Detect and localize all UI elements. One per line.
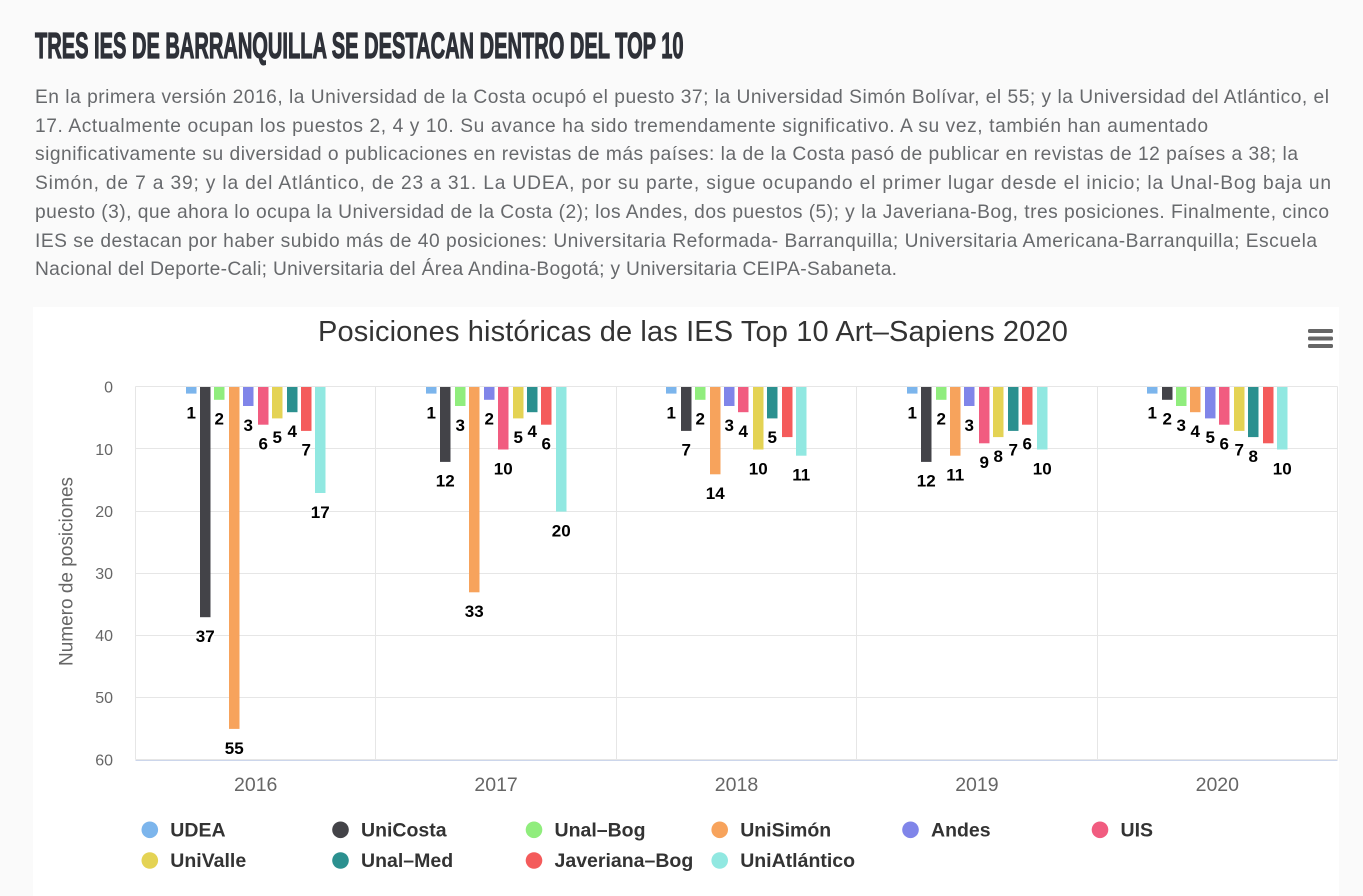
svg-text:6: 6 [258, 435, 267, 454]
svg-text:55: 55 [225, 739, 244, 758]
svg-text:10: 10 [1033, 459, 1052, 478]
svg-text:1: 1 [907, 403, 916, 422]
svg-text:2: 2 [695, 410, 704, 429]
svg-text:1: 1 [426, 403, 435, 422]
svg-text:UniValle: UniValle [170, 850, 246, 872]
svg-text:7: 7 [301, 441, 310, 460]
svg-text:1: 1 [666, 403, 675, 422]
svg-text:5: 5 [513, 428, 522, 447]
svg-text:6: 6 [541, 435, 550, 454]
svg-text:2020: 2020 [1196, 774, 1240, 796]
svg-text:14: 14 [706, 484, 725, 503]
svg-text:3: 3 [964, 416, 973, 435]
svg-text:20: 20 [95, 504, 113, 521]
svg-text:4: 4 [738, 422, 748, 441]
svg-text:7: 7 [1008, 441, 1017, 460]
svg-text:8: 8 [993, 447, 1002, 466]
svg-text:3: 3 [243, 416, 252, 435]
svg-text:Unal–Bog: Unal–Bog [555, 820, 646, 842]
svg-text:3: 3 [724, 416, 733, 435]
svg-text:4: 4 [1190, 422, 1200, 441]
svg-text:Posiciones históricas de las I: Posiciones históricas de las IES Top 10 … [318, 316, 1068, 348]
svg-text:10: 10 [1273, 459, 1292, 478]
svg-text:2018: 2018 [715, 774, 758, 796]
svg-text:6: 6 [1022, 435, 1031, 454]
svg-text:9: 9 [979, 453, 988, 472]
svg-text:UniCosta: UniCosta [361, 820, 447, 842]
svg-text:2017: 2017 [474, 774, 517, 796]
svg-text:Javeriana–Bog: Javeriana–Bog [555, 850, 694, 872]
svg-text:Unal–Med: Unal–Med [361, 850, 453, 872]
svg-text:5: 5 [767, 428, 776, 447]
svg-text:0: 0 [104, 380, 113, 397]
svg-text:10: 10 [95, 442, 113, 459]
svg-text:4: 4 [287, 422, 297, 441]
svg-text:UIS: UIS [1121, 820, 1154, 842]
svg-text:2019: 2019 [955, 774, 998, 796]
svg-text:1: 1 [186, 403, 195, 422]
svg-text:5: 5 [272, 428, 281, 447]
svg-text:30: 30 [95, 566, 113, 583]
svg-text:37: 37 [196, 627, 215, 646]
svg-text:UniSimón: UniSimón [740, 820, 831, 842]
svg-text:2: 2 [214, 410, 223, 429]
svg-text:12: 12 [436, 472, 455, 491]
svg-text:2: 2 [484, 410, 493, 429]
svg-text:3: 3 [455, 416, 464, 435]
svg-text:1: 1 [1147, 403, 1156, 422]
svg-text:5: 5 [1205, 428, 1214, 447]
svg-text:8: 8 [1248, 447, 1257, 466]
svg-text:7: 7 [1234, 441, 1243, 460]
svg-text:3: 3 [1176, 416, 1185, 435]
svg-text:60: 60 [95, 752, 113, 769]
svg-text:2: 2 [1162, 410, 1171, 429]
svg-text:6: 6 [1219, 435, 1228, 454]
svg-text:11: 11 [946, 466, 964, 485]
svg-text:50: 50 [95, 690, 113, 707]
svg-text:20: 20 [552, 521, 571, 540]
svg-text:10: 10 [749, 459, 768, 478]
svg-text:33: 33 [465, 602, 484, 621]
svg-text:12: 12 [917, 472, 936, 491]
svg-text:2: 2 [936, 410, 945, 429]
svg-text:2016: 2016 [234, 774, 277, 796]
svg-text:Numero de posiciones: Numero de posiciones [57, 477, 78, 666]
svg-text:10: 10 [494, 459, 513, 478]
svg-text:7: 7 [681, 441, 690, 460]
svg-text:40: 40 [95, 628, 113, 645]
svg-text:UniAtlántico: UniAtlántico [740, 850, 855, 872]
svg-text:17: 17 [311, 503, 330, 522]
svg-text:UDEA: UDEA [170, 820, 225, 842]
svg-text:11: 11 [792, 466, 810, 485]
svg-text:4: 4 [527, 422, 537, 441]
svg-text:Andes: Andes [931, 820, 991, 842]
